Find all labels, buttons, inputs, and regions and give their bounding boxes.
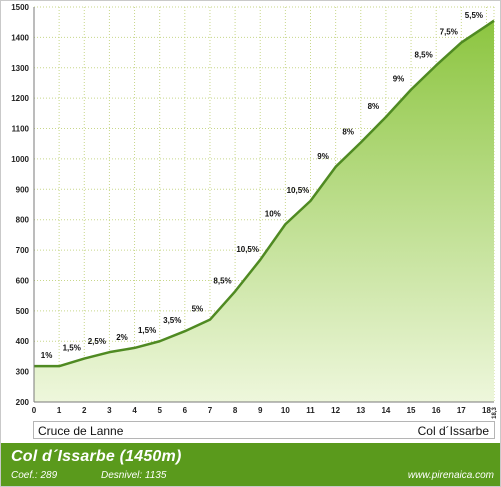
y-tick-label: 1500 [11,3,29,12]
x-tick-label: 4 [132,406,137,415]
y-tick-label: 500 [16,307,30,316]
end-place-label: Col d´Issarbe [417,424,489,438]
segment-gradient-label: 7,5% [440,28,458,37]
x-tick-label: 9 [258,406,263,415]
y-tick-label: 800 [16,216,30,225]
x-tick-label: 3 [107,406,112,415]
segment-gradient-label: 1% [41,351,53,360]
coefficient-label: Coef.: 289 [11,470,58,481]
footer-banner: Col d´Issarbe (1450m) Coef.: 289 Desnive… [1,443,500,486]
x-tick-label: 11 [306,406,315,415]
x-tick-label: 12 [331,406,340,415]
y-tick-label: 200 [16,398,30,407]
site-link[interactable]: www.pirenaica.com [407,470,494,481]
segment-gradient-label: 10% [265,209,281,218]
segment-gradient-label: 1,5% [138,326,156,335]
x-tick-label: 16 [432,406,441,415]
x-tick-label: 0 [32,406,37,415]
segment-gradient-label: 3,5% [163,316,181,325]
segment-gradient-label: 8% [368,102,380,111]
y-tick-label: 700 [16,246,30,255]
y-tick-label: 1300 [11,64,29,73]
segment-gradient-label: 2% [116,333,128,342]
segment-gradient-label: 10,5% [236,245,259,254]
x-tick-label: 10 [281,406,290,415]
profile-area [34,20,494,403]
x-tick-label: 15 [407,406,416,415]
x-tick-label: 1 [57,406,62,415]
x-tick-label: 13 [356,406,365,415]
segment-gradient-label: 8,5% [415,50,433,59]
segment-gradient-label: 10,5% [287,186,310,195]
segment-gradient-label: 5,5% [465,11,483,20]
segment-gradient-label: 2,5% [88,337,106,346]
y-tick-label: 1100 [12,125,30,134]
segment-gradient-label: 5% [192,305,204,314]
x-tick-label: 2 [82,406,87,415]
x-tick-label: 5 [157,406,162,415]
x-tick-label: 6 [183,406,188,415]
x-tick-label: 17 [457,406,466,415]
segment-gradient-label: 9% [393,75,405,84]
start-place-label: Cruce de Lanne [38,424,124,438]
start-end-bar: Cruce de Lanne Col d´Issarbe [33,421,495,439]
y-tick-label: 400 [16,337,30,346]
y-tick-label: 900 [16,185,30,194]
y-tick-label: 300 [16,368,30,377]
x-tick-label: 8 [233,406,238,415]
x-tick-label: 18 [482,406,491,415]
profile-line [34,19,495,368]
elevation-profile-chart: 1500140013001200110010009008007006005004… [11,3,498,419]
y-tick-label: 1200 [11,94,29,103]
x-tick-label: 18,3 [492,407,498,419]
y-tick-label: 1000 [11,155,29,164]
segment-gradient-label: 1,5% [63,344,81,353]
segment-gradient-label: 8,5% [213,276,231,285]
segment-gradient-label: 8% [342,128,354,137]
y-tick-label: 600 [16,276,30,285]
x-tick-label: 14 [381,406,390,415]
y-tick-label: 1400 [11,33,29,42]
route-title: Col d´Issarbe (1450m) [11,448,182,465]
segment-gradient-label: 9% [317,152,329,161]
elevation-gain-label: Desnivel: 1135 [101,470,167,481]
x-tick-label: 7 [208,406,213,415]
